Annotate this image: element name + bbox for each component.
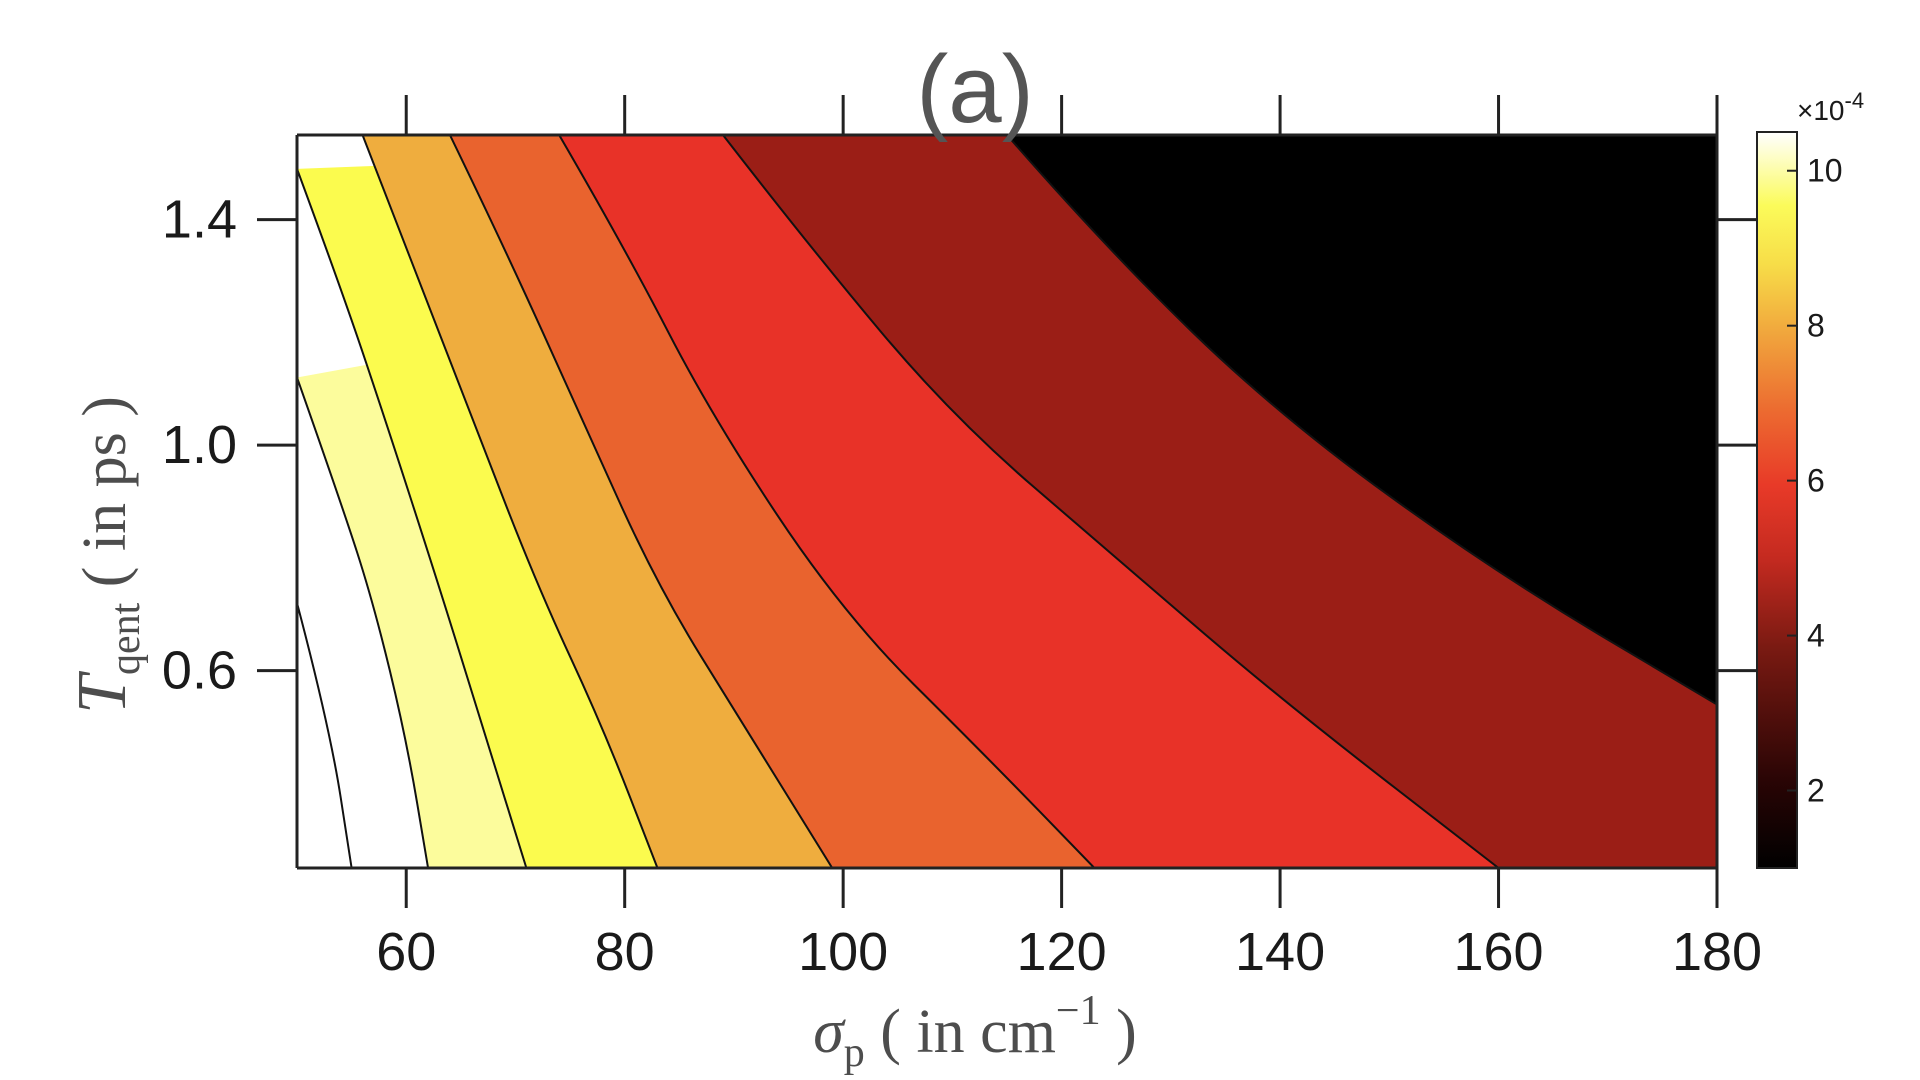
x-tick-label: 100 <box>798 922 888 982</box>
x-tick-label: 60 <box>376 922 436 982</box>
x-tick-label: 80 <box>595 922 655 982</box>
axes: 60 80 100 120 140 160 180 0.6 1.0 1.4 <box>162 95 1762 982</box>
contour-line-0 <box>1006 135 1717 706</box>
contour-line-7 <box>297 602 353 868</box>
contour-line-3 <box>449 135 834 868</box>
x-axis-subscript: p <box>844 1030 865 1076</box>
colorbar-tick-label: 10 <box>1807 153 1843 189</box>
x-tick-label: 140 <box>1235 922 1325 982</box>
y-tick-label: 1.0 <box>162 415 237 475</box>
y-tick-label: 1.4 <box>162 190 237 250</box>
y-axis-subscript: qent <box>103 602 149 675</box>
x-tick-label: 180 <box>1672 922 1762 982</box>
contour-band-min <box>1007 135 1717 705</box>
x-axis-label: σp ( in cm−1 ) <box>813 988 1137 1076</box>
colorbar-tick-label: 4 <box>1807 618 1825 654</box>
x-axis-suffix: ) <box>1101 998 1137 1066</box>
contour-fills <box>297 135 1717 868</box>
colorbar: 2 4 6 8 10 ×10-4 <box>1756 88 1864 869</box>
colorbar-tick-label: 6 <box>1807 463 1825 499</box>
contour-line-6 <box>297 377 430 868</box>
x-tick-label: 160 <box>1453 922 1543 982</box>
y-axis-symbol: T <box>64 670 141 714</box>
x-axis-superscript: −1 <box>1056 988 1101 1034</box>
contour-line-2 <box>558 135 1096 868</box>
colorbar-tick-label: 2 <box>1807 773 1825 809</box>
contour-lines <box>297 135 1717 868</box>
x-axis-prefix: ( in cm <box>865 998 1056 1066</box>
colorbar-tick-label: 8 <box>1807 308 1825 344</box>
y-tick-label: 0.6 <box>162 641 237 701</box>
x-axis-symbol: σ <box>813 998 846 1066</box>
contour-line-5 <box>297 168 528 868</box>
chart-title: (a) <box>916 36 1033 143</box>
x-tick-label: 120 <box>1017 922 1107 982</box>
y-axis-label: Tqent ( in ps ) <box>64 396 149 714</box>
colorbar-gradient <box>1756 131 1798 869</box>
contour-line-1 <box>722 135 1500 868</box>
y-axis-rest: ( in ps ) <box>71 396 139 603</box>
contour-line-4 <box>361 135 659 868</box>
colorbar-exponent: ×10-4 <box>1797 88 1864 126</box>
